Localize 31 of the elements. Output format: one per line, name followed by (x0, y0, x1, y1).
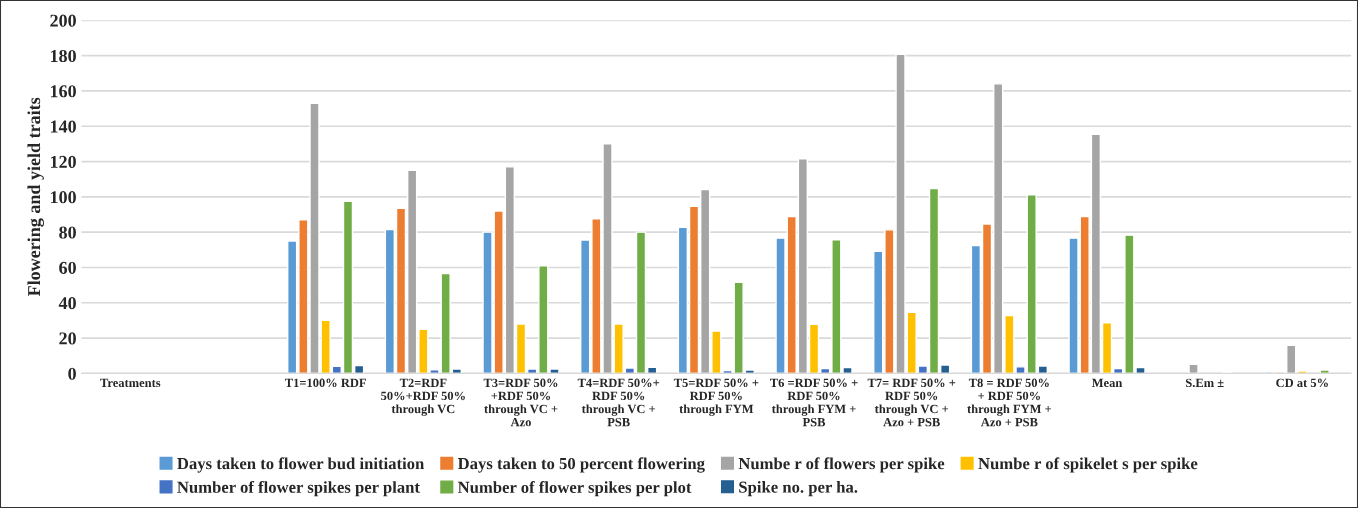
legend-label: Numbe r of flowers per spike (738, 457, 945, 473)
y-tick-label: 160 (50, 85, 76, 98)
y-tick-label: 40 (58, 297, 76, 310)
y-tick-label: 0 (68, 367, 76, 380)
x-tick-label: T2=RDF 50%+RDF 50% through VC (381, 378, 465, 416)
y-tick-label: 180 (50, 49, 76, 63)
legend-label: Numbe r of spikelet s per spike (978, 457, 1198, 473)
x-tick-label: S.Em ± (1185, 378, 1224, 388)
x-tick-label: T7= RDF 50% + RDF 50% through VC + Azo + PSB (867, 378, 956, 427)
x-tick-label: T8 = RDF 50% + RDF 50% through FYM + Azo + PSB (967, 378, 1052, 427)
x-tick-label: T5=RDF 50% + RDF 50% through FYM (673, 378, 759, 416)
y-tick-label: 100 (50, 191, 76, 204)
y-tick-label: 60 (59, 261, 76, 274)
y-axis-title: Flowering and yield traits (27, 97, 44, 297)
legend-label: Number of flower spikes per plot (457, 481, 692, 497)
legend-label: Days taken to flower bud initiation (177, 457, 425, 473)
y-tick-label: 140 (50, 120, 76, 133)
y-tick-label: 80 (59, 226, 76, 239)
x-tick-label: T1=100% RDF (284, 378, 366, 388)
legend-label: Days taken to 50 percent flowering (457, 457, 705, 473)
x-tick-label: T4=RDF 50%+ RDF 50% through VC + PSB (577, 378, 660, 427)
x-tick-label: Treatments (100, 378, 161, 388)
y-tick-label: 200 (50, 14, 76, 27)
legend-label: Number of flower spikes per plant (177, 480, 420, 497)
x-tick-label: CD at 5% (1276, 378, 1328, 388)
legend-label: Spike no. per ha. (739, 481, 858, 497)
x-tick-label: Mean (1091, 378, 1123, 388)
x-tick-label: T6 =RDF 50% + RDF 50% through FYM + PSB (770, 378, 858, 427)
y-tick-label: 20 (59, 332, 76, 345)
x-tick-label: T3=RDF 50% +RDF 50% through VC + Azo (483, 378, 558, 427)
y-tick-label: 120 (50, 155, 76, 168)
